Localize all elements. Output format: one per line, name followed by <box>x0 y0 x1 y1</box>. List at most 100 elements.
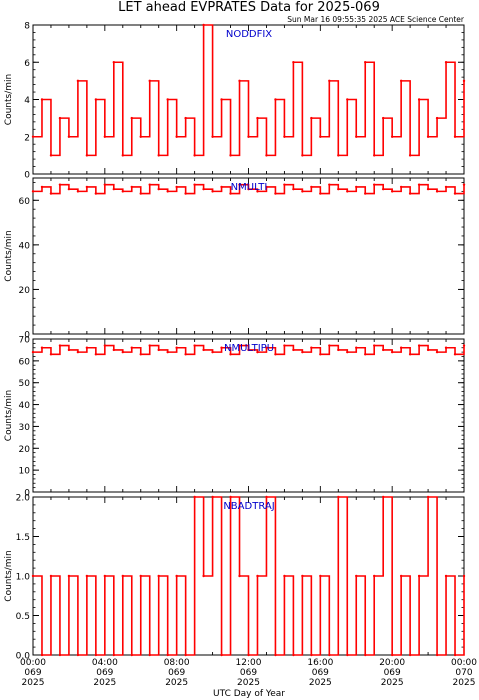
data-point <box>121 190 124 193</box>
y-tick-label: 0 <box>24 331 30 341</box>
data-point <box>202 23 205 27</box>
data-point <box>166 98 169 101</box>
data-point <box>139 353 142 356</box>
data-point <box>31 574 35 578</box>
data-point <box>202 187 205 191</box>
data-point <box>408 653 412 657</box>
data-point <box>355 135 358 138</box>
data-point <box>337 348 340 352</box>
data-point <box>49 574 53 578</box>
panels: 0 2 4 6 8 Counts/min NODDFIX 0 20 40 60 Counts/min N… <box>4 22 477 689</box>
data-point <box>94 353 98 356</box>
data-point <box>121 574 124 578</box>
series-label: NMULTIPU <box>224 343 274 354</box>
x-tick-time: 04:00 <box>92 658 118 668</box>
data-point <box>112 653 116 657</box>
data-point <box>426 495 430 499</box>
data-point <box>453 135 457 138</box>
data-point <box>328 653 331 657</box>
data-point <box>435 116 439 120</box>
y-tick-label: 2.0 <box>16 494 31 504</box>
x-tick-doy: 070 <box>455 668 472 678</box>
y-tick-label: 50 <box>19 379 31 389</box>
data-point <box>175 346 178 349</box>
y-axis-label: Counts/min <box>4 74 14 125</box>
data-point <box>238 183 241 186</box>
data-point <box>67 574 71 578</box>
data-point <box>184 353 187 356</box>
data-point <box>247 135 250 138</box>
x-tick-time: 12:00 <box>236 658 262 668</box>
y-tick-label: 30 <box>19 423 31 433</box>
data-point <box>67 135 71 138</box>
y-tick-label: 40 <box>19 401 31 411</box>
data-point <box>220 346 223 349</box>
data-point <box>112 61 116 64</box>
data-point <box>211 495 214 499</box>
data-point <box>103 135 107 138</box>
panel-nmultipu: 0 10 20 30 40 50 60 70 Counts/min NMULTIPU <box>4 336 466 499</box>
data-point <box>130 346 133 349</box>
data-point <box>408 192 412 195</box>
data-point <box>292 348 295 352</box>
data-point <box>319 135 322 138</box>
data-point <box>426 348 430 352</box>
data-point <box>94 653 98 657</box>
data-point <box>175 185 178 189</box>
data-point <box>229 495 232 499</box>
data-point <box>426 135 430 138</box>
data-point <box>292 187 295 191</box>
data-point <box>76 653 80 657</box>
data-point <box>408 353 412 356</box>
data-point <box>364 653 367 657</box>
x-tick-year: 2025 <box>381 678 404 688</box>
y-tick-label: 0.5 <box>16 612 30 622</box>
y-tick-label: 60 <box>19 197 31 207</box>
plot-frame <box>32 177 465 335</box>
data-point <box>85 154 89 157</box>
data-point <box>274 192 277 195</box>
x-tick-doy: 069 <box>312 668 329 678</box>
series-label: NMULTI <box>231 182 268 193</box>
data-point <box>94 98 98 101</box>
data-point <box>229 154 232 157</box>
data-point <box>58 344 62 347</box>
data-point <box>381 495 385 499</box>
x-axis-label: UTC Day of Year <box>213 689 285 699</box>
data-point <box>148 183 151 186</box>
data-point <box>265 185 268 189</box>
data-point <box>346 98 349 101</box>
data-point <box>49 353 53 356</box>
y-tick-label: 4 <box>24 96 30 106</box>
plot-frame <box>32 338 465 493</box>
data-point <box>328 344 331 347</box>
data-point <box>193 495 196 499</box>
data-point <box>399 574 403 578</box>
data-point <box>49 154 53 157</box>
y-tick-label: 40 <box>19 241 31 251</box>
y-tick-label: 1.5 <box>16 533 30 543</box>
data-point <box>139 135 142 138</box>
data-point <box>292 653 295 657</box>
data-point <box>444 346 448 349</box>
data-point <box>364 61 367 64</box>
x-tick-doy: 069 <box>24 668 41 678</box>
panel-nbadtraj: 0.0 0.5 1.0 1.5 2.0 Counts/min NBADTRAJ <box>4 494 466 662</box>
data-point <box>202 348 205 352</box>
x-tick-time: 08:00 <box>164 658 190 668</box>
data-point <box>238 574 241 578</box>
data-point <box>256 116 259 120</box>
y-tick-label: 0 <box>24 489 30 499</box>
y-tick-label: 20 <box>19 286 31 296</box>
x-tick-time: 00:00 <box>20 658 46 668</box>
data-point <box>121 154 124 157</box>
panel-nmulti: 0 20 40 60 Counts/min NMULTI <box>4 177 466 341</box>
data-point <box>40 346 44 349</box>
data-point <box>40 653 44 657</box>
y-axis-label: Counts/min <box>4 390 14 441</box>
data-point <box>157 574 160 578</box>
data-point <box>346 653 349 657</box>
data-point <box>310 116 313 120</box>
data-point <box>193 183 196 186</box>
data-point <box>58 653 62 657</box>
